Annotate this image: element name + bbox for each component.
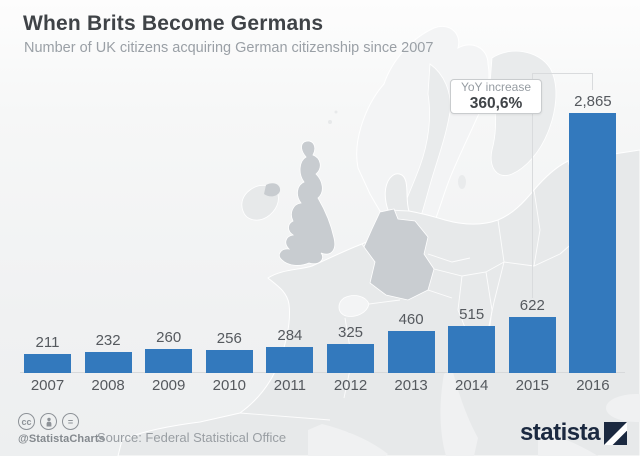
map-great-britain-highlight bbox=[279, 140, 336, 266]
x-axis-label: 2014 bbox=[455, 377, 489, 394]
bar-value-label: 256 bbox=[216, 330, 242, 347]
x-axis-label: 2015 bbox=[515, 377, 549, 394]
x-axis-label: 2011 bbox=[273, 377, 307, 394]
equal-icon: = bbox=[62, 413, 79, 430]
map-adriatic-sea bbox=[440, 368, 478, 456]
bar-value-label: 622 bbox=[519, 297, 545, 314]
map-northern-ireland-highlight bbox=[264, 183, 281, 197]
x-axis-label: 2012 bbox=[333, 377, 368, 394]
x-axis-label: 2008 bbox=[91, 377, 125, 394]
statista-logo: statista bbox=[520, 421, 627, 445]
license-icons: cc = bbox=[18, 413, 79, 430]
bar-2016 bbox=[569, 113, 617, 373]
page-subtitle: Number of UK citizens acquiring German c… bbox=[24, 40, 434, 56]
bar-value-label: 232 bbox=[95, 332, 121, 349]
bar-group: 325 bbox=[327, 324, 374, 373]
statista-logo-mark bbox=[604, 421, 627, 445]
statista-charts-handle: @StatistaCharts bbox=[18, 433, 105, 445]
map-island bbox=[349, 393, 357, 407]
map-island bbox=[328, 120, 332, 124]
attribution-icon bbox=[40, 413, 57, 430]
x-axis-label: 2010 bbox=[212, 377, 246, 394]
bar-2015 bbox=[508, 317, 556, 373]
bar-2009 bbox=[145, 349, 193, 373]
bar-2010 bbox=[205, 350, 253, 373]
bar-2008 bbox=[84, 352, 132, 373]
bar-group: 622 bbox=[508, 297, 556, 373]
map-west-mediterranean bbox=[308, 424, 388, 456]
bar-value-label: 325 bbox=[337, 324, 364, 341]
callout-connector-line bbox=[532, 73, 593, 74]
map-aegean-sea bbox=[538, 430, 598, 456]
bar-2011 bbox=[266, 347, 314, 373]
statista-logo-text: statista bbox=[519, 419, 601, 446]
yoy-callout-box: YoY increase 360,6% bbox=[450, 79, 542, 114]
bar-value-label: 211 bbox=[35, 334, 60, 351]
bar-group: 460 bbox=[387, 311, 435, 373]
bar-value-label: 2,865 bbox=[574, 93, 612, 110]
bar-group: 211 bbox=[24, 334, 71, 373]
yoy-callout-label: YoY increase bbox=[460, 80, 532, 95]
yoy-callout-value: 360,6% bbox=[469, 94, 523, 112]
bar-group: 232 bbox=[84, 332, 132, 373]
bar-group: 256 bbox=[205, 330, 253, 373]
x-axis-label: 2009 bbox=[152, 377, 186, 394]
callout-connector-line bbox=[532, 73, 533, 298]
cc-icon: cc bbox=[18, 413, 35, 430]
bar-2007 bbox=[24, 354, 71, 373]
bar-group: 2,865 bbox=[569, 93, 617, 373]
bar-group: 284 bbox=[266, 327, 314, 373]
bar-value-label: 515 bbox=[459, 306, 485, 323]
map-island bbox=[458, 175, 466, 189]
map-germany-highlight bbox=[363, 208, 435, 301]
bar-2013 bbox=[387, 331, 435, 373]
map-black-sea bbox=[606, 394, 640, 422]
bar-group: 515 bbox=[448, 306, 496, 373]
page-title: When Brits Become Germans bbox=[23, 12, 324, 35]
bar-2012 bbox=[327, 344, 374, 373]
bar-value-label: 260 bbox=[156, 329, 182, 346]
bar-value-label: 284 bbox=[277, 327, 303, 344]
bar-group: 260 bbox=[145, 329, 193, 373]
x-axis-label: 2013 bbox=[394, 377, 428, 394]
map-island bbox=[345, 415, 355, 433]
map-island bbox=[334, 110, 338, 114]
x-axis-label: 2016 bbox=[576, 377, 610, 394]
bar-value-label: 460 bbox=[398, 311, 424, 328]
bar-2014 bbox=[448, 326, 496, 373]
x-axis-baseline bbox=[20, 372, 625, 373]
x-axis-label: 2007 bbox=[30, 377, 65, 394]
source-text: Source: Federal Statistical Office bbox=[97, 430, 287, 445]
map-switzerland bbox=[338, 295, 370, 317]
callout-connector-line bbox=[592, 73, 593, 90]
